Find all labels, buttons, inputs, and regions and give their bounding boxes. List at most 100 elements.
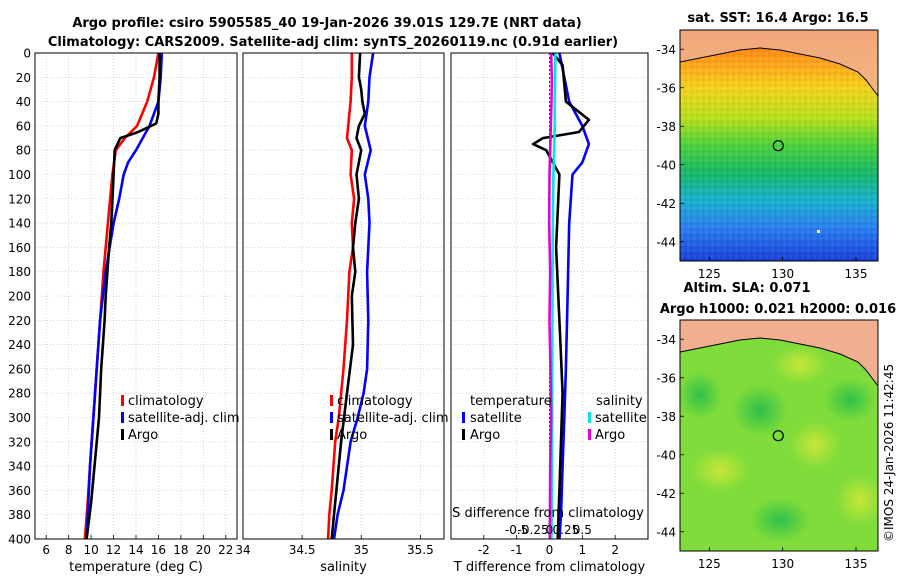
map-lat-tick-label: -36 bbox=[656, 81, 676, 95]
legend-swatch-climatology bbox=[121, 395, 124, 406]
y-tick-label: 360 bbox=[8, 484, 31, 498]
legend-swatch-satellite bbox=[330, 412, 333, 423]
y-tick-label: 380 bbox=[8, 508, 31, 522]
map-lat-tick-label: -40 bbox=[656, 448, 676, 462]
legend-label-satellite: satellite-adj. clim bbox=[337, 411, 449, 426]
legend-swatch-s-argo bbox=[588, 429, 591, 440]
sla-anomaly-blob bbox=[824, 378, 876, 422]
sst-land-mask bbox=[680, 30, 878, 96]
y-tick-label: 120 bbox=[8, 192, 31, 206]
x-tick-label: 6 bbox=[42, 543, 50, 557]
series-line-satellite-adj-clim bbox=[85, 52, 164, 540]
legend-swatch-satellite bbox=[121, 412, 124, 423]
y-tick-label: 20 bbox=[16, 71, 31, 85]
sla-map bbox=[680, 320, 878, 551]
map-lon-tick-label: 130 bbox=[771, 557, 794, 571]
sla-anomaly-blob bbox=[680, 371, 722, 419]
sla-map-title-line1: Altim. SLA: 0.071 bbox=[684, 281, 811, 296]
series-line-satellite-adj-clim bbox=[332, 52, 375, 540]
x-axis-label: T difference from climatology bbox=[453, 560, 646, 575]
sst-dot bbox=[817, 230, 820, 233]
sla-map-frame bbox=[679, 319, 879, 552]
s-tick-label: -0.5 bbox=[505, 523, 528, 537]
y-tick-label: 180 bbox=[8, 265, 31, 279]
temperature-legend: climatology satellite-adj. clim Argo bbox=[121, 394, 240, 443]
legend-swatch-argo bbox=[330, 429, 333, 440]
map-lon-tick-label: 125 bbox=[698, 267, 721, 281]
x-tick-label: 34 bbox=[235, 543, 250, 557]
y-tick-label: 80 bbox=[16, 144, 31, 158]
x-tick-label: 10 bbox=[83, 543, 98, 557]
y-tick-label: 160 bbox=[8, 241, 31, 255]
s-tick-label: 0.25 bbox=[553, 523, 580, 537]
x-tick-label: 16 bbox=[151, 543, 166, 557]
sla-coastline bbox=[680, 337, 878, 387]
y-tick-label: 240 bbox=[8, 338, 31, 352]
sla-anomaly-blob bbox=[732, 384, 788, 436]
y-tick-label: 400 bbox=[8, 533, 31, 547]
y-tick-label: 40 bbox=[16, 95, 31, 109]
y-tick-label: 320 bbox=[8, 435, 31, 449]
legend-label-satellite: satellite-adj. clim bbox=[128, 411, 240, 426]
legend-title-salinity: salinity bbox=[596, 394, 643, 409]
x-tick-label: 2 bbox=[611, 543, 619, 557]
legend-swatch-t-satellite bbox=[462, 412, 465, 423]
sla-anomaly-blob bbox=[690, 448, 750, 492]
x-tick-label: -1 bbox=[511, 543, 523, 557]
series-line-s-satellite bbox=[550, 52, 557, 540]
difference-legend-salinity: salinity satellite Argo bbox=[588, 394, 647, 443]
x-tick-label: 12 bbox=[106, 543, 121, 557]
legend-label-argo: Argo bbox=[128, 428, 158, 443]
plot-frame bbox=[242, 52, 445, 540]
map-lat-tick-label: -42 bbox=[656, 487, 676, 501]
legend-label-s-satellite: satellite bbox=[595, 411, 647, 426]
legend-swatch-s-satellite bbox=[588, 412, 591, 423]
x-tick-label: 8 bbox=[65, 543, 73, 557]
series-line-argo bbox=[85, 53, 161, 540]
sst-coastline bbox=[680, 47, 878, 97]
map-lat-tick-label: -36 bbox=[656, 371, 676, 385]
sst-map-tick-labels: 125 130 135 -34 -36 -38 -40 -42 -44 bbox=[656, 43, 867, 281]
y-tick-label: 260 bbox=[8, 362, 31, 376]
sst-map-title: sat. SST: 16.4 Argo: 16.5 bbox=[687, 11, 868, 26]
figure-title-line2: Climatology: CARS2009. Satellite-adj cli… bbox=[48, 35, 618, 50]
x-tick-label: 1 bbox=[579, 543, 587, 557]
plot-frame bbox=[34, 52, 238, 540]
y-tick-label: 60 bbox=[16, 119, 31, 133]
y-tick-label: 340 bbox=[8, 460, 31, 474]
x-tick-label: 34.5 bbox=[289, 543, 316, 557]
legend-label-argo: Argo bbox=[337, 428, 367, 443]
sst-map bbox=[680, 30, 878, 261]
legend-title-temperature: temperature bbox=[470, 394, 552, 409]
x-tick-label: 35.5 bbox=[407, 543, 434, 557]
x-tick-label: 20 bbox=[196, 543, 211, 557]
s-difference-tick-labels: -0.5-0.250 0.250.5 bbox=[505, 523, 592, 537]
sla-anomaly-blob bbox=[772, 345, 828, 385]
figure-title-line1: Argo profile: csiro 5905585_40 19-Jan-20… bbox=[72, 16, 581, 31]
temperature-panel: 6 8 10 12 14 16 18 20 22 temperature (deg C) bbox=[34, 52, 238, 575]
sla-map-tick-labels: 125 130 135 -34 -36 -38 -40 -42 -44 bbox=[656, 333, 867, 571]
plot-frame bbox=[450, 52, 649, 540]
s-tick-label: -0.25 bbox=[518, 523, 549, 537]
x-tick-label: 18 bbox=[173, 543, 188, 557]
difference-legend-temperature: temperature satellite Argo bbox=[462, 394, 552, 443]
y-tick-label: 100 bbox=[8, 168, 31, 182]
map-lat-tick-label: -38 bbox=[656, 410, 676, 424]
x-tick-label: 14 bbox=[128, 543, 143, 557]
legend-swatch-t-argo bbox=[462, 429, 465, 440]
sla-anomaly-blob bbox=[750, 498, 810, 542]
y-tick-label: 0 bbox=[23, 47, 31, 61]
x-tick-label: 35 bbox=[354, 543, 369, 557]
sst-map-texture bbox=[680, 30, 878, 261]
x-tick-label: -2 bbox=[478, 543, 490, 557]
imos-credit: ©IMOS 24-Jan-2026 11:42:45 bbox=[882, 364, 896, 542]
y-tick-label: 200 bbox=[8, 290, 31, 304]
legend-label-t-argo: Argo bbox=[470, 428, 500, 443]
sla-map-title-line2: Argo h1000: 0.021 h2000: 0.016 bbox=[660, 302, 896, 317]
map-lat-tick-label: -44 bbox=[656, 525, 676, 539]
map-lat-tick-label: -44 bbox=[656, 235, 676, 249]
x-axis-label: temperature (deg C) bbox=[69, 560, 203, 575]
map-lat-tick-label: -34 bbox=[656, 333, 676, 347]
map-lon-tick-label: 135 bbox=[845, 267, 868, 281]
